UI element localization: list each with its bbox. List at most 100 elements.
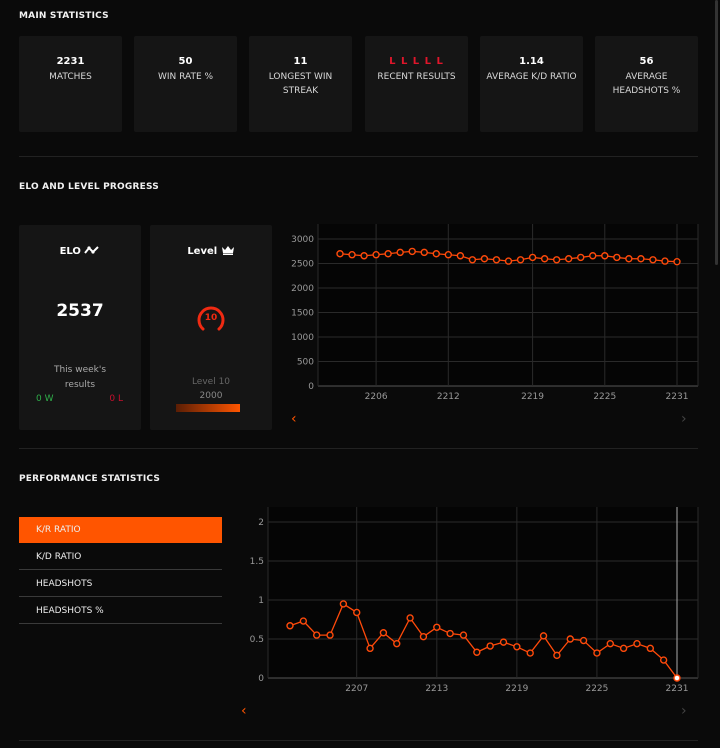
y-tick-label: 3000 (291, 235, 314, 245)
data-point (637, 255, 645, 263)
x-tick-label: 2207 (345, 684, 368, 694)
week-results-label: This week's results (53, 365, 107, 390)
data-point (420, 248, 428, 257)
y-tick-label: 1500 (291, 309, 314, 319)
x-tick-label: 2206 (365, 392, 388, 402)
data-point (504, 257, 513, 265)
x-tick-label: 2219 (521, 392, 544, 402)
data-point (553, 651, 561, 660)
y-tick-label: 500 (297, 358, 314, 368)
scrollbar[interactable] (715, 0, 718, 265)
data-point (336, 250, 344, 258)
data-point (552, 256, 561, 264)
data-point (528, 253, 537, 262)
divider (19, 448, 698, 449)
data-point (432, 250, 440, 258)
y-tick-label: 2000 (291, 284, 314, 294)
y-tick-label: 0 (258, 674, 264, 684)
y-tick-label: 1 (258, 596, 264, 606)
data-point (396, 248, 404, 257)
level-card: Level 10 Level 10 2000 (150, 225, 272, 430)
performance-menu-item[interactable]: HEADSHOTS % (19, 598, 222, 624)
x-tick-label: 2213 (425, 684, 448, 694)
performance-chart-prev-arrow[interactable]: ‹ (241, 703, 247, 719)
trend-line-icon (84, 246, 100, 254)
data-point (393, 639, 401, 648)
stat-value: 1.14 (519, 56, 544, 67)
x-tick-label: 2212 (437, 392, 460, 402)
data-point (613, 253, 621, 262)
x-tick-label: 2225 (593, 392, 616, 402)
stat-label: AVERAGE K/D RATIO (486, 72, 577, 82)
data-point (326, 631, 334, 639)
data-point (601, 252, 609, 260)
data-point (633, 639, 641, 648)
elo-chart: 0 500 1000 1500 2000 2500 3000 2206 2212 2219 2225… (291, 224, 699, 402)
data-point (526, 649, 534, 657)
data-point (384, 250, 392, 258)
level-label: Level 10 (191, 377, 231, 387)
stat-card: 56 AVERAGE HEADSHOTS % (595, 36, 698, 132)
plot-area (268, 507, 698, 678)
stat-card: 1.14 AVERAGE K/D RATIO (480, 36, 583, 132)
performance-menu-item[interactable]: K/R RATIO (19, 517, 222, 543)
data-point (446, 629, 454, 638)
data-point (473, 648, 481, 656)
stat-value: 2231 (56, 56, 85, 67)
data-point (649, 256, 657, 264)
main-statistics-title: MAIN STATISTICS (19, 11, 109, 21)
stat-card: 11 LONGEST WIN STREAK (249, 36, 352, 132)
stat-label: LONGEST WIN STREAK (268, 72, 333, 96)
stat-value: L L L L L (389, 56, 444, 67)
data-point (661, 257, 669, 265)
data-point (312, 631, 321, 639)
stat-value: 56 (639, 56, 654, 67)
elo-section-title: ELO AND LEVEL PROGRESS (19, 182, 159, 192)
performance-menu-item[interactable]: K/D RATIO (19, 544, 222, 570)
data-point (406, 614, 414, 622)
week-wins: 0 W (36, 394, 54, 404)
level-progress-fill (176, 404, 240, 412)
divider (19, 740, 698, 741)
data-point (468, 256, 477, 264)
data-point (339, 600, 348, 608)
data-point (579, 636, 588, 645)
performance-chart-next-arrow[interactable]: › (681, 703, 687, 719)
data-point (486, 642, 494, 650)
x-tick-label: 2231 (666, 684, 689, 694)
data-point (564, 255, 573, 263)
y-tick-label: 2 (258, 518, 264, 528)
data-point (539, 632, 548, 640)
x-tick-label: 2225 (585, 684, 608, 694)
stat-label: RECENT RESULTS (377, 72, 456, 82)
elo-value: 2537 (56, 301, 104, 321)
level-elo-threshold: 2000 (199, 391, 223, 401)
data-point (593, 649, 601, 657)
data-point (673, 257, 681, 266)
data-point (566, 635, 574, 643)
data-point (659, 656, 668, 664)
data-point (646, 644, 655, 653)
stat-card: 50 WIN RATE % (134, 36, 237, 132)
performance-section-title: PERFORMANCE STATISTICS (19, 474, 161, 484)
stat-card: L L L L L RECENT RESULTS (365, 36, 468, 132)
y-tick-label: 0 (308, 382, 314, 392)
elo-title: ELO (59, 246, 81, 257)
data-point (360, 252, 368, 260)
data-point (589, 252, 597, 260)
data-point (433, 623, 441, 631)
elo-chart-next-arrow[interactable]: › (681, 411, 687, 427)
data-point (577, 253, 585, 262)
plot-area (318, 224, 698, 386)
x-tick-label: 2219 (505, 684, 528, 694)
data-point (540, 255, 549, 263)
elo-chart-prev-arrow[interactable]: ‹ (291, 411, 297, 427)
data-point (499, 638, 508, 646)
stat-label: AVERAGE HEADSHOTS % (612, 72, 681, 96)
data-point (513, 643, 521, 651)
data-point (673, 674, 681, 682)
level-progress-bar (176, 404, 240, 412)
performance-menu-item[interactable]: HEADSHOTS (19, 571, 222, 597)
week-losses: 0 L (109, 394, 123, 404)
